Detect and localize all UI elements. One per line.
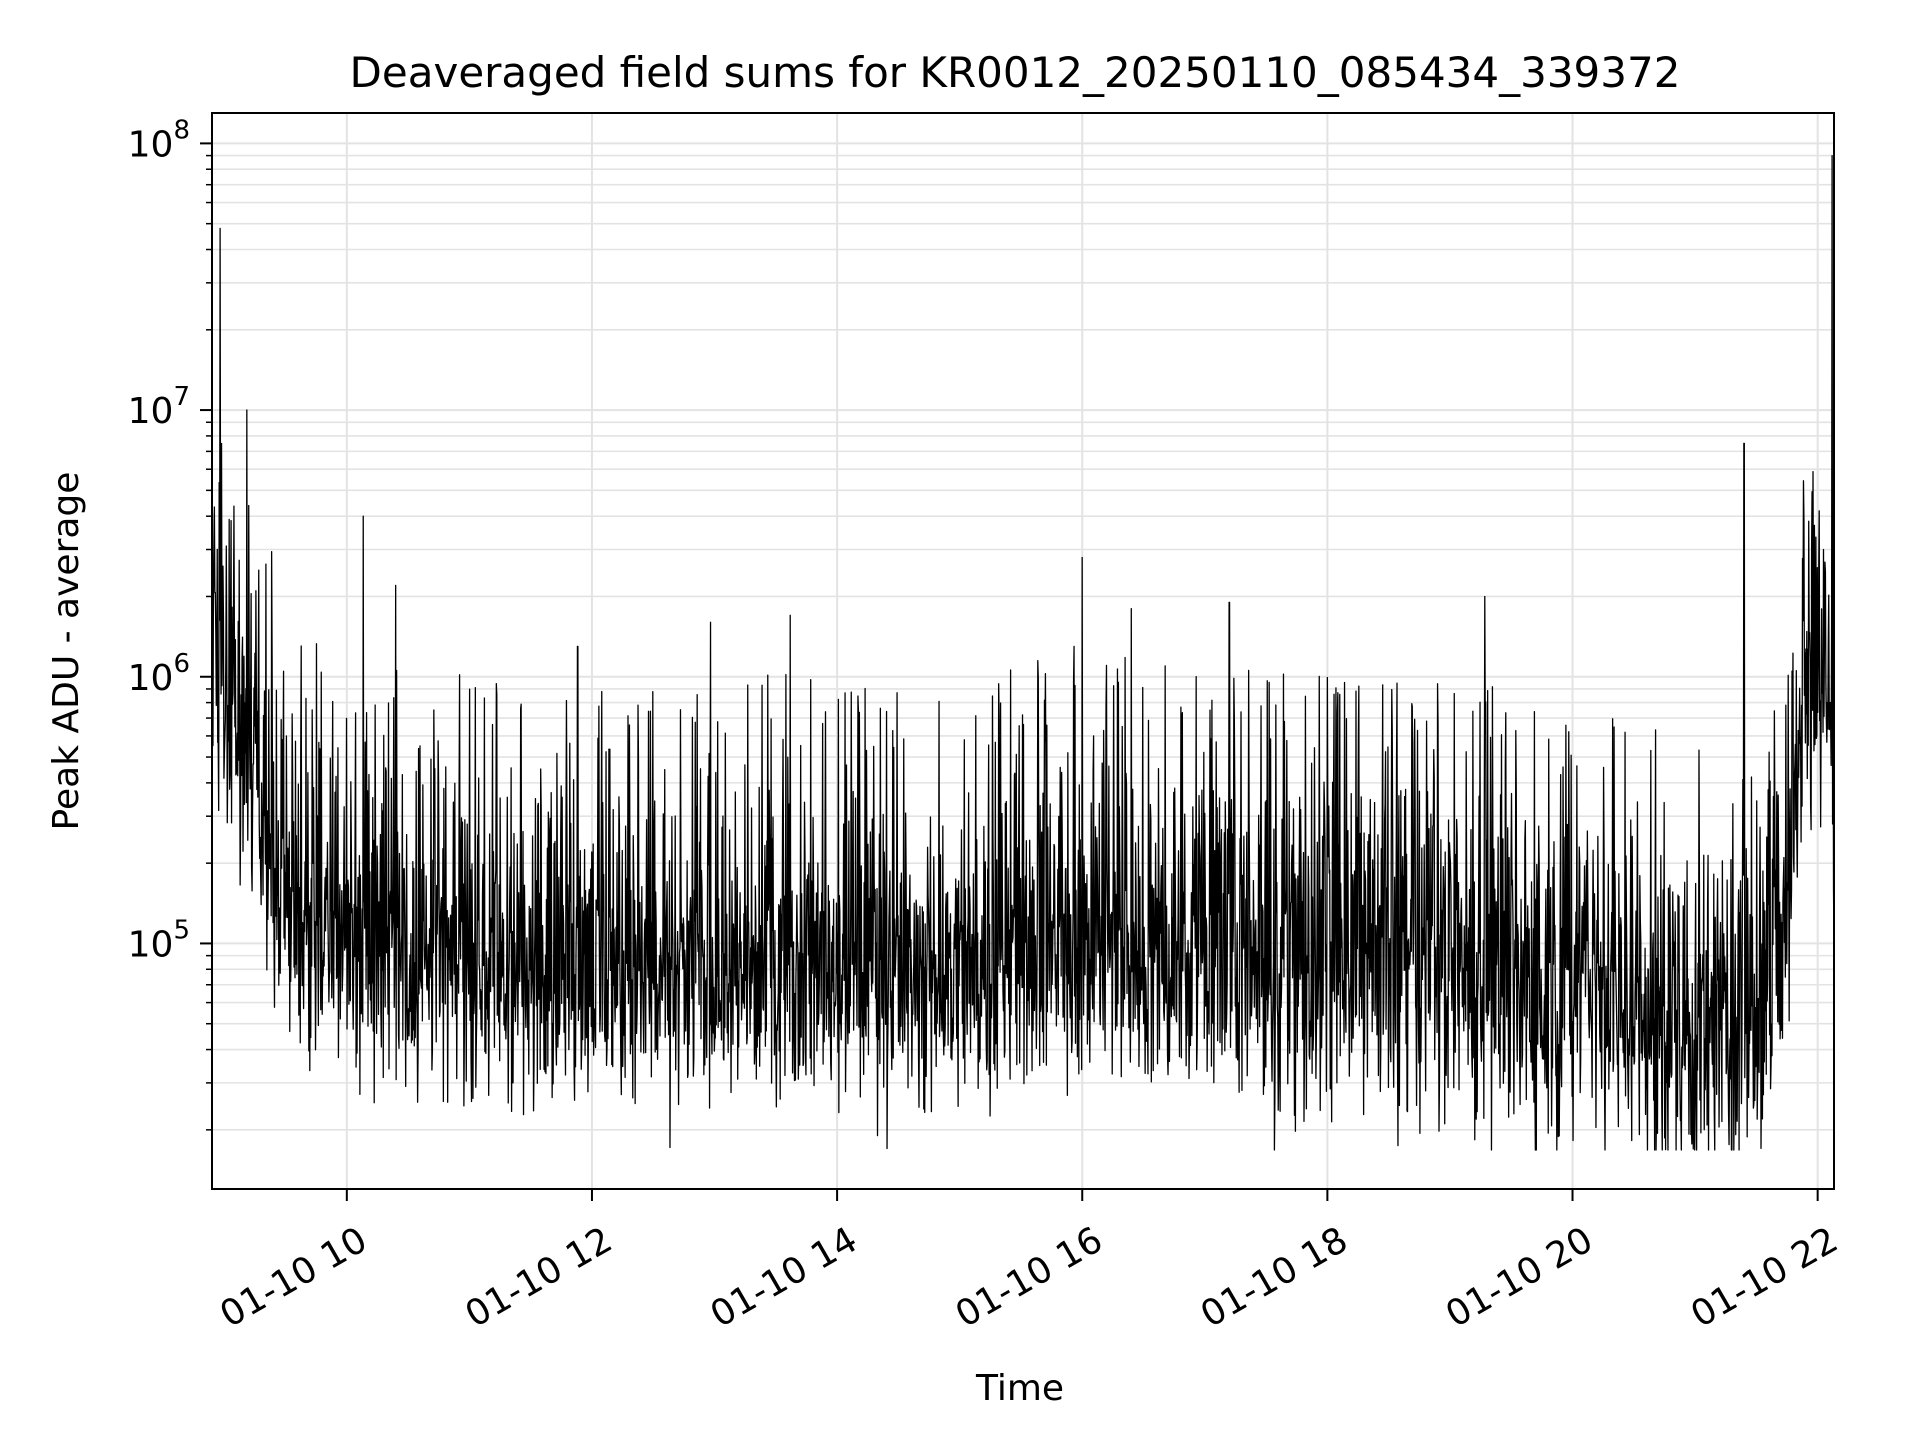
y-tick-label: 107	[128, 382, 190, 432]
series-layer	[211, 154, 1835, 1151]
x-axis-label: Time	[975, 1368, 1064, 1409]
y-tick-base: 10	[128, 658, 174, 699]
y-tick-base: 10	[128, 391, 174, 432]
y-tick-label: 108	[128, 115, 190, 165]
y-tick-exponent: 6	[173, 649, 190, 679]
series-line	[211, 154, 1835, 1151]
y-tick-exponent: 5	[173, 915, 190, 945]
y-tick-exponent: 8	[173, 115, 190, 145]
y-tick-base: 10	[128, 924, 174, 965]
y-tick-label: 105	[128, 915, 190, 965]
y-axis-label: Peak ADU - average	[46, 472, 87, 831]
y-tick-exponent: 7	[173, 382, 190, 412]
plot-area-frame	[211, 112, 1835, 1190]
y-tick-base: 10	[128, 124, 174, 165]
y-tick-label: 106	[128, 649, 190, 699]
chart-title: Deaveraged field sums for KR0012_2025011…	[350, 48, 1681, 97]
